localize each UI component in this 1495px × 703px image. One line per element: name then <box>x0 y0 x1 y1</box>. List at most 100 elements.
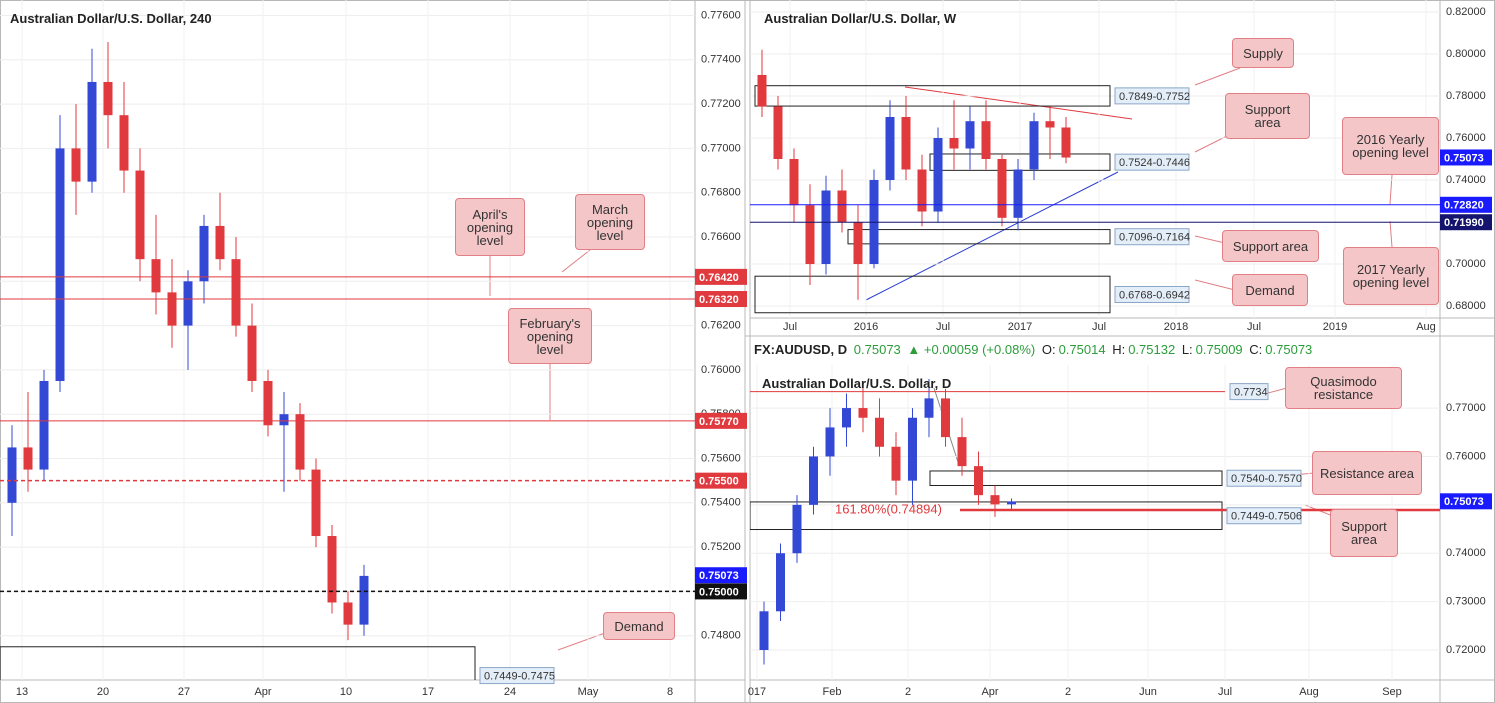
candle-body <box>776 553 785 612</box>
y-tick-label: 0.77000 <box>1446 402 1486 414</box>
zone-label: 0.7524-0.7446 <box>1119 157 1190 169</box>
candle-body <box>7 447 17 503</box>
high: 0.75132 <box>1128 342 1176 357</box>
candle-body <box>215 225 225 260</box>
y-tick-label: 0.82000 <box>1446 6 1486 18</box>
zone-label-box <box>1114 228 1190 246</box>
candle-body <box>875 417 884 447</box>
panel-title: Australian Dollar/U.S. Dollar, D <box>762 376 952 391</box>
y-tick-label: 0.70000 <box>1446 258 1486 270</box>
price-tag <box>1440 196 1492 213</box>
candle-body <box>119 115 129 171</box>
price-tag-label: 0.76320 <box>699 294 739 306</box>
x-tick-label: Jun <box>1139 686 1157 698</box>
last-price: 0.75073 <box>853 342 901 357</box>
zone-label-box <box>1114 285 1190 303</box>
x-tick-label: 17 <box>422 686 434 698</box>
candle-body <box>135 170 145 260</box>
candle-body <box>247 325 257 381</box>
x-tick-label: May <box>578 686 599 698</box>
price-tag <box>1440 493 1492 510</box>
price-tag-label: 0.71990 <box>1444 217 1484 229</box>
price-tag <box>695 472 747 489</box>
level-label: 161.80%(0.74894) <box>835 501 942 516</box>
high-key: H: <box>1112 342 1126 357</box>
close-key: C: <box>1249 342 1263 357</box>
price-tag <box>695 291 747 308</box>
candle-body <box>789 159 799 206</box>
x-tick-label: Jul <box>1218 686 1232 698</box>
y-tick-label: 0.72000 <box>1446 644 1486 656</box>
candle-body <box>279 414 289 426</box>
candle-body <box>151 259 161 293</box>
y-tick-label: 0.77000 <box>701 142 741 154</box>
candle-body <box>343 602 353 625</box>
zone-label: 0.7449-0.7475 <box>484 670 555 682</box>
x-tick-label: 2017 <box>1008 321 1032 333</box>
panel-title: Australian Dollar/U.S. Dollar, W <box>764 11 957 26</box>
candle-body <box>759 611 769 650</box>
candle-body <box>295 414 305 470</box>
price-tag <box>1440 214 1492 231</box>
candle-body <box>1061 127 1071 158</box>
y-tick-label: 0.76000 <box>701 364 741 376</box>
candle-body <box>805 205 815 265</box>
x-tick-label: 27 <box>178 686 190 698</box>
x-tick-label: 2 <box>1065 686 1071 698</box>
open: 0.75014 <box>1058 342 1106 357</box>
price-tag <box>695 583 747 600</box>
candle-body <box>327 536 337 603</box>
zone <box>754 275 1111 314</box>
x-tick-label: Jul <box>936 321 950 333</box>
candle-body <box>231 259 241 326</box>
price-tag-label: 0.75073 <box>1444 496 1484 508</box>
candle-body <box>933 137 943 212</box>
y-tick-label: 0.74000 <box>1446 174 1486 186</box>
x-tick-label: Feb <box>823 686 842 698</box>
candle-body <box>87 81 97 182</box>
price-tag-label: 0.72820 <box>1444 200 1484 212</box>
price-tag <box>1440 149 1492 166</box>
y-tick-label: 0.76600 <box>701 231 741 243</box>
callout: Support area <box>1330 509 1398 557</box>
candle-body <box>901 116 911 170</box>
candle-body <box>792 504 802 554</box>
y-tick-label: 0.76800 <box>701 187 741 199</box>
y-tick-label: 0.77600 <box>701 9 741 21</box>
zone <box>0 646 476 680</box>
x-tick-label: 13 <box>16 686 28 698</box>
candle-body <box>199 225 209 282</box>
panel-title: Australian Dollar/U.S. Dollar, 240 <box>10 11 212 26</box>
zone-label: 0.7096-0.7164 <box>1119 232 1190 244</box>
x-tick-label: Aug <box>1299 686 1319 698</box>
zone-label-box <box>1114 153 1190 171</box>
low: 0.75009 <box>1195 342 1243 357</box>
level-label: 0.7734 <box>1234 387 1268 399</box>
candle-body <box>957 437 967 467</box>
x-tick-label: 8 <box>667 686 673 698</box>
candle-body <box>1045 121 1055 128</box>
x-tick-label: 017 <box>748 686 766 698</box>
candle-body <box>359 575 369 625</box>
x-tick-label: Apr <box>254 686 271 698</box>
x-tick-label: 2018 <box>1164 321 1188 333</box>
zone <box>750 501 1223 531</box>
candle-body <box>39 380 49 470</box>
candle-body <box>1029 121 1039 170</box>
x-tick-label: Jul <box>1092 321 1106 333</box>
price-tag-label: 0.76420 <box>699 272 739 284</box>
zone <box>847 229 1111 245</box>
candle-body <box>55 148 65 381</box>
open-key: O: <box>1041 342 1056 357</box>
zone-label-box <box>1114 87 1190 105</box>
price-tag-label: 0.75770 <box>699 416 739 428</box>
candle-body <box>71 148 81 182</box>
callout: Demand <box>603 612 675 640</box>
x-tick-label: 2019 <box>1323 321 1347 333</box>
candle-body <box>891 446 901 481</box>
y-tick-label: 0.77200 <box>701 98 741 110</box>
candle-body <box>924 398 934 418</box>
candle-body <box>965 121 975 149</box>
candle-body <box>997 159 1007 218</box>
